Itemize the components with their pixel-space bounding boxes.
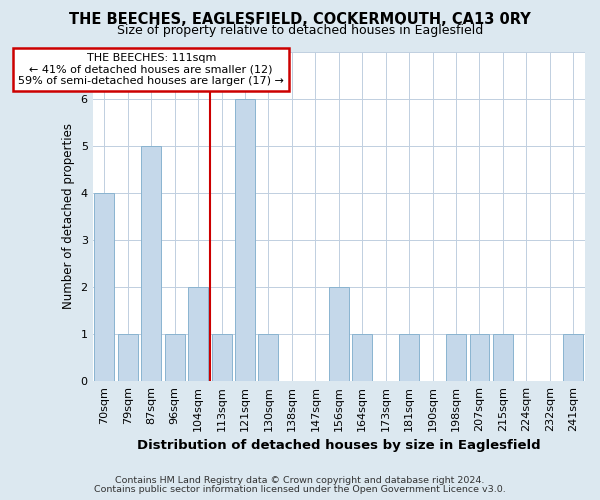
- Bar: [399, 334, 419, 381]
- X-axis label: Distribution of detached houses by size in Eaglesfield: Distribution of detached houses by size …: [137, 440, 541, 452]
- Text: Contains HM Land Registry data © Crown copyright and database right 2024.: Contains HM Land Registry data © Crown c…: [115, 476, 485, 485]
- Bar: [470, 334, 490, 381]
- Bar: [212, 334, 232, 381]
- Bar: [235, 98, 255, 381]
- Bar: [141, 146, 161, 381]
- Bar: [563, 334, 583, 381]
- Bar: [329, 287, 349, 381]
- Text: Contains public sector information licensed under the Open Government Licence v3: Contains public sector information licen…: [94, 485, 506, 494]
- Bar: [118, 334, 138, 381]
- Bar: [188, 287, 208, 381]
- Y-axis label: Number of detached properties: Number of detached properties: [62, 124, 75, 310]
- Text: THE BEECHES: 111sqm
← 41% of detached houses are smaller (12)
59% of semi-detach: THE BEECHES: 111sqm ← 41% of detached ho…: [18, 53, 284, 86]
- Bar: [164, 334, 185, 381]
- Bar: [446, 334, 466, 381]
- Text: THE BEECHES, EAGLESFIELD, COCKERMOUTH, CA13 0RY: THE BEECHES, EAGLESFIELD, COCKERMOUTH, C…: [69, 12, 531, 26]
- Text: Size of property relative to detached houses in Eaglesfield: Size of property relative to detached ho…: [117, 24, 483, 37]
- Bar: [94, 193, 114, 381]
- Bar: [493, 334, 513, 381]
- Bar: [259, 334, 278, 381]
- Bar: [352, 334, 372, 381]
